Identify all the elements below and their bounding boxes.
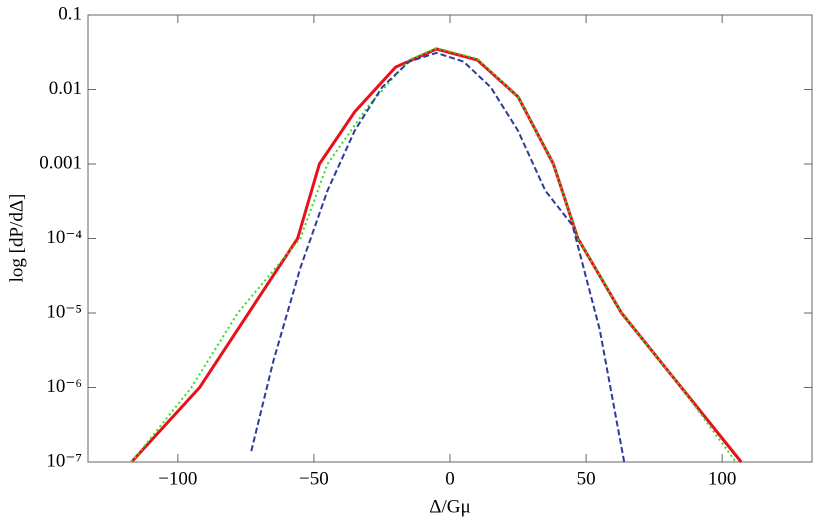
x-axis-label: Δ/Gμ	[429, 496, 470, 517]
x-tick-label: 50	[577, 468, 596, 489]
series-line	[130, 47, 737, 463]
y-tick-label: 0.01	[49, 78, 82, 99]
y-tick-label: 0.1	[58, 3, 82, 24]
y-tick-label: 10⁻⁴	[46, 227, 82, 248]
y-tick-label: 10⁻⁵	[46, 301, 82, 322]
x-tick-label: −50	[299, 468, 329, 489]
y-tick-label: 10⁻⁷	[46, 450, 82, 471]
series-line	[250, 51, 626, 463]
y-tick-label: 0.001	[39, 152, 82, 173]
plot-frame	[87, 14, 813, 463]
x-tick-label: 0	[445, 468, 455, 489]
x-tick-label: 100	[708, 468, 737, 489]
y-tick-label: 10⁻⁶	[46, 376, 82, 397]
x-tick-label: −100	[158, 468, 197, 489]
series-line	[130, 47, 743, 464]
y-axis-label: log [dP/dΔ]	[6, 194, 27, 283]
